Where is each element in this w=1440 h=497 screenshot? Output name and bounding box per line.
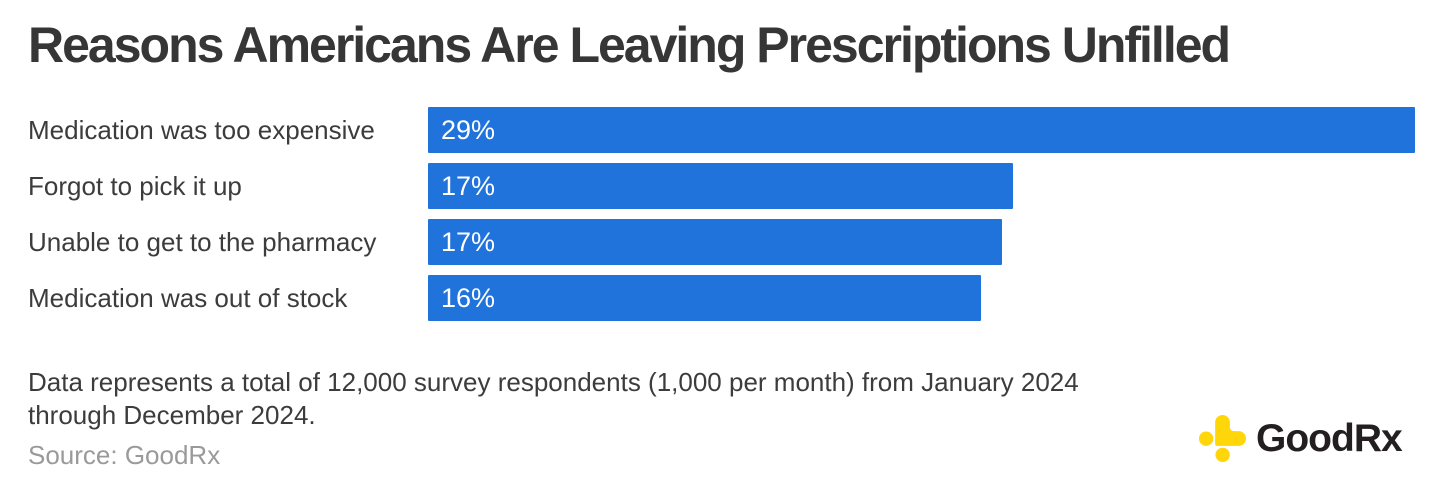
goodrx-logo: GoodRx <box>1199 414 1403 462</box>
bar-value-label: 16% <box>441 283 496 313</box>
category-label: Medication was too expensive <box>28 115 375 145</box>
bar-chart: Medication was too expensive 29% Forgot … <box>0 107 1440 331</box>
bar: 17% <box>428 219 1002 265</box>
goodrx-wordmark: GoodRx <box>1256 415 1403 462</box>
category-label: Medication was out of stock <box>28 283 348 313</box>
bar-row: Medication was out of stock 16% <box>0 275 1440 321</box>
bar: 17% <box>428 163 1013 209</box>
footnote: Data represents a total of 12,000 survey… <box>28 366 1079 432</box>
category-label: Forgot to pick it up <box>28 171 242 201</box>
footnote-line-2: through December 2024. <box>28 400 316 430</box>
goodrx-wordmark-good: Good <box>1256 416 1355 460</box>
bar-row: Medication was too expensive 29% <box>0 107 1440 153</box>
footnote-line-1: Data represents a total of 12,000 survey… <box>28 367 1079 397</box>
source-label: Source: GoodRx <box>28 440 221 470</box>
bar-row: Forgot to pick it up 17% <box>0 163 1440 209</box>
chart-title: Reasons Americans Are Leaving Prescripti… <box>28 17 1231 73</box>
bar: 16% <box>428 275 981 321</box>
bar-value-label: 17% <box>441 171 496 201</box>
bar-value-label: 17% <box>441 227 496 257</box>
category-label: Unable to get to the pharmacy <box>28 227 377 257</box>
bar-row: Unable to get to the pharmacy 17% <box>0 219 1440 265</box>
bar: 29% <box>428 107 1415 153</box>
goodrx-wordmark-rx: Rx <box>1353 416 1403 460</box>
goodrx-cross-icon <box>1199 414 1246 462</box>
bar-value-label: 29% <box>441 115 496 145</box>
